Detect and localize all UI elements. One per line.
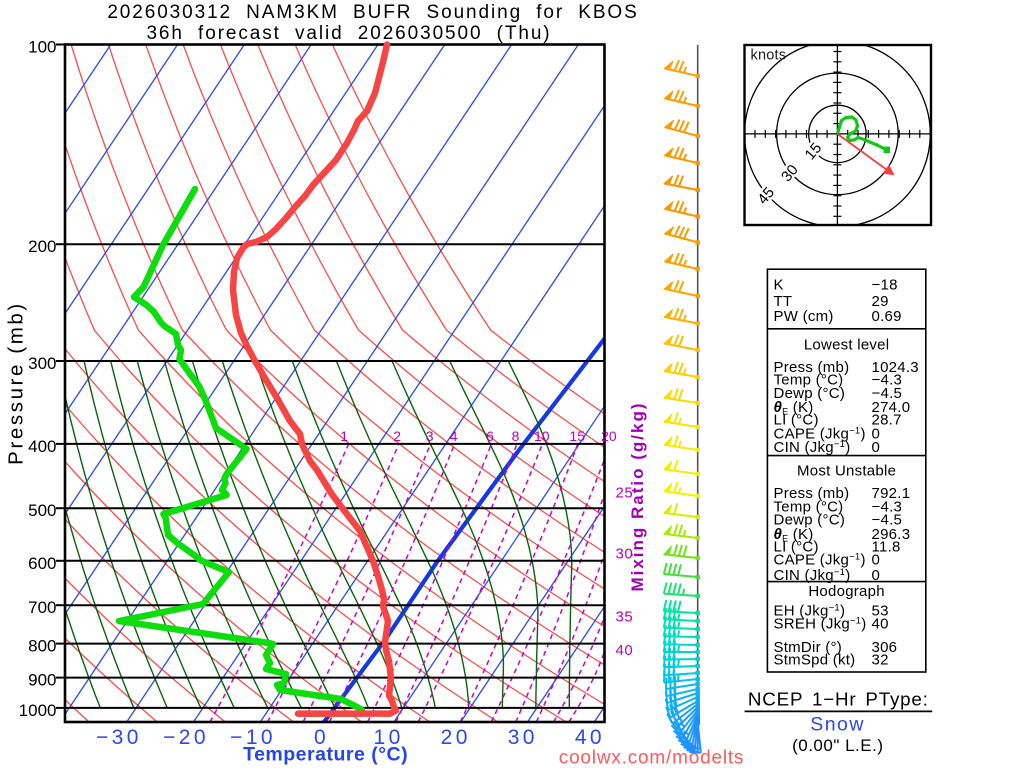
svg-text:100: 100 <box>28 38 56 57</box>
svg-text:CAPE (Jkg−1): CAPE (Jkg−1) <box>774 551 866 568</box>
svg-text:TT: TT <box>774 293 793 310</box>
svg-text:0: 0 <box>314 726 329 749</box>
svg-text:0: 0 <box>872 426 881 443</box>
svg-text:25: 25 <box>616 485 634 502</box>
svg-text:274.0: 274.0 <box>872 399 911 416</box>
svg-text:0.69: 0.69 <box>872 308 902 325</box>
svg-text:Most Unstable: Most Unstable <box>797 463 896 480</box>
svg-text:Dewp (°C): Dewp (°C) <box>774 385 846 402</box>
svg-text:6: 6 <box>486 428 494 444</box>
svg-text:−30: −30 <box>96 726 142 749</box>
svg-text:coolwx.com/modelts: coolwx.com/modelts <box>559 748 744 768</box>
svg-text:30: 30 <box>616 546 634 563</box>
svg-text:Mixing Ratio (g/kg): Mixing Ratio (g/kg) <box>628 401 647 591</box>
svg-text:NCEP 1−Hr PType:: NCEP 1−Hr PType: <box>748 689 929 710</box>
svg-text:900: 900 <box>28 671 56 690</box>
svg-text:600: 600 <box>28 554 56 573</box>
svg-text:2: 2 <box>393 428 401 444</box>
svg-text:500: 500 <box>28 501 56 520</box>
svg-text:Dewp (°C): Dewp (°C) <box>774 512 846 529</box>
svg-text:10: 10 <box>374 726 404 749</box>
svg-text:400: 400 <box>28 437 56 456</box>
svg-text:4: 4 <box>450 428 458 444</box>
svg-text:8: 8 <box>512 428 520 444</box>
svg-text:Press (mb): Press (mb) <box>774 485 850 502</box>
svg-text:Lowest level: Lowest level <box>804 337 890 354</box>
svg-text:Snow: Snow <box>810 713 865 735</box>
svg-text:CAPE (Jkg−1): CAPE (Jkg−1) <box>774 426 866 443</box>
svg-text:306: 306 <box>872 639 898 656</box>
svg-text:35: 35 <box>616 609 634 626</box>
svg-text:LI (°C): LI (°C) <box>774 412 819 429</box>
svg-text:15: 15 <box>569 428 585 444</box>
svg-text:CIN (Jkg−1): CIN (Jkg−1) <box>774 567 851 584</box>
svg-text:(0.00" L.E.): (0.00" L.E.) <box>792 736 883 755</box>
svg-text:StmSpd (kt): StmSpd (kt) <box>774 652 856 669</box>
svg-text:−4.3: −4.3 <box>872 498 903 515</box>
svg-text:θE (K): θE (K) <box>774 526 814 544</box>
svg-text:knots: knots <box>751 48 787 64</box>
svg-text:−18: −18 <box>872 277 898 294</box>
svg-text:792.1: 792.1 <box>872 485 911 502</box>
svg-text:30: 30 <box>508 726 538 749</box>
svg-text:−4.5: −4.5 <box>872 385 903 402</box>
svg-text:0: 0 <box>872 439 881 456</box>
svg-text:Temp (°C): Temp (°C) <box>774 498 844 515</box>
svg-text:20: 20 <box>601 428 617 444</box>
svg-text:Hodograph: Hodograph <box>808 583 884 600</box>
svg-text:20: 20 <box>441 726 471 749</box>
svg-text:296.3: 296.3 <box>872 526 911 543</box>
svg-text:200: 200 <box>28 237 56 256</box>
svg-text:1024.3: 1024.3 <box>872 359 919 376</box>
svg-text:53: 53 <box>872 603 889 620</box>
svg-text:29: 29 <box>872 293 889 310</box>
svg-text:28.7: 28.7 <box>872 412 902 429</box>
svg-text:−10: −10 <box>230 726 276 749</box>
svg-text:0: 0 <box>872 567 881 584</box>
svg-text:LI (°C): LI (°C) <box>774 539 819 556</box>
svg-text:11.8: 11.8 <box>872 539 901 556</box>
svg-text:40: 40 <box>575 726 605 749</box>
svg-text:3: 3 <box>426 428 434 444</box>
svg-text:2026030312 NAM3KM BUFR Soundin: 2026030312 NAM3KM BUFR Sounding for KBOS <box>107 2 638 23</box>
svg-text:Pressure (mb): Pressure (mb) <box>5 301 28 465</box>
svg-text:EH (Jkg−1): EH (Jkg−1) <box>774 603 846 620</box>
svg-text:700: 700 <box>28 598 56 617</box>
svg-text:40: 40 <box>616 642 634 659</box>
svg-text:θE (K): θE (K) <box>774 399 814 417</box>
svg-text:Temp (°C): Temp (°C) <box>774 372 844 389</box>
svg-text:36h forecast valid 2026030500: 36h forecast valid 2026030500 (Thu) <box>146 23 551 44</box>
svg-text:0: 0 <box>872 551 881 568</box>
svg-text:StmDir (°): StmDir (°) <box>774 639 842 656</box>
svg-text:40: 40 <box>872 615 889 632</box>
svg-text:10: 10 <box>534 428 550 444</box>
svg-text:800: 800 <box>28 637 56 656</box>
svg-text:Press (mb): Press (mb) <box>774 359 850 376</box>
svg-text:−20: −20 <box>163 726 209 749</box>
svg-text:Temperature (°C): Temperature (°C) <box>243 744 408 766</box>
svg-text:1000: 1000 <box>19 701 57 720</box>
svg-text:1: 1 <box>340 428 348 444</box>
svg-text:PW (cm): PW (cm) <box>774 308 834 325</box>
svg-text:CIN (Jkg−1): CIN (Jkg−1) <box>774 439 851 456</box>
svg-text:−4.5: −4.5 <box>872 512 903 529</box>
svg-text:−4.3: −4.3 <box>872 372 903 389</box>
svg-text:SREH (Jkg−1): SREH (Jkg−1) <box>774 615 867 632</box>
svg-text:32: 32 <box>872 652 889 669</box>
svg-text:300: 300 <box>28 354 56 373</box>
svg-text:K: K <box>774 277 784 294</box>
